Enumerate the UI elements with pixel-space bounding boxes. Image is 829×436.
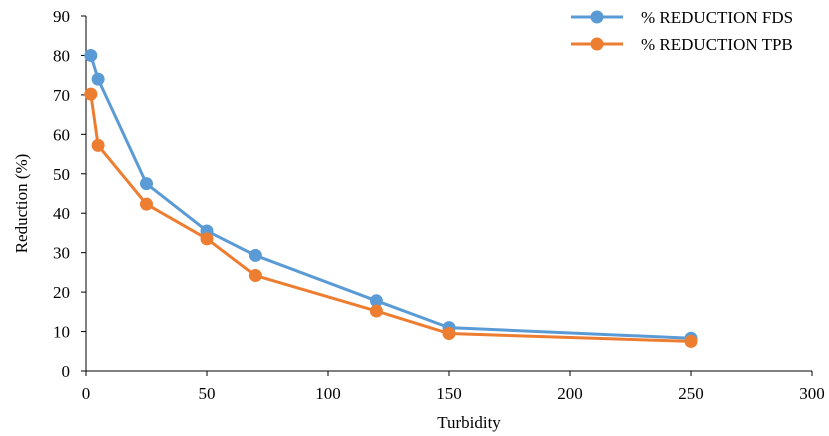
x-axis-title: Turbidity [437,413,501,432]
y-axis-ticks: 0 10 20 30 40 50 60 70 80 90 [53,7,86,381]
chart-legend: % REDUCTION FDS % REDUCTION TPB [571,8,793,54]
data-point-tpb [84,87,98,101]
data-point-fds [248,248,262,262]
y-tick-label: 70 [53,86,70,105]
x-tick-label: 150 [436,384,462,403]
legend-marker-tpb [590,37,604,51]
y-tick-label: 30 [53,244,70,263]
x-tick-label: 300 [799,384,825,403]
y-tick-label: 0 [62,362,71,381]
y-tick-label: 80 [53,46,70,65]
y-tick-label: 90 [53,7,70,26]
data-point-tpb [369,304,383,318]
data-point-tpb [442,327,456,341]
x-tick-label: 50 [199,384,216,403]
data-point-tpb [248,269,262,283]
y-tick-label: 50 [53,165,70,184]
legend-item-fds: % REDUCTION FDS [571,8,793,27]
plot-area: 0 50 100 150 200 250 300 0 10 20 30 40 50 60 70 80 90 [53,7,825,403]
y-tick-label: 10 [53,323,70,342]
data-point-fds [140,177,153,191]
data-point-tpb [91,138,105,152]
y-tick-label: 40 [53,204,70,223]
series-tpb [84,87,698,348]
data-point-tpb [684,334,698,348]
x-tick-label: 0 [82,384,91,403]
data-point-tpb [200,232,214,246]
legend-label-fds: % REDUCTION FDS [641,8,793,27]
data-point-tpb [140,197,153,211]
x-tick-label: 200 [557,384,583,403]
x-axis-ticks: 0 50 100 150 200 250 300 [82,371,825,403]
legend-label-tpb: % REDUCTION TPB [641,35,793,54]
data-point-fds [84,48,98,62]
series-line-fds [89,53,693,340]
legend-marker-fds [590,10,604,24]
y-axis-title: Reduction (%) [12,154,31,254]
x-tick-label: 250 [678,384,704,403]
legend-item-tpb: % REDUCTION TPB [571,35,793,54]
y-tick-label: 20 [53,283,70,302]
series-fds [84,48,698,345]
data-point-fds [369,294,383,308]
y-tick-label: 60 [53,125,70,144]
x-tick-label: 100 [315,384,341,403]
data-point-fds [91,72,105,86]
series-line-tpb [89,92,693,343]
series-group [84,48,698,348]
